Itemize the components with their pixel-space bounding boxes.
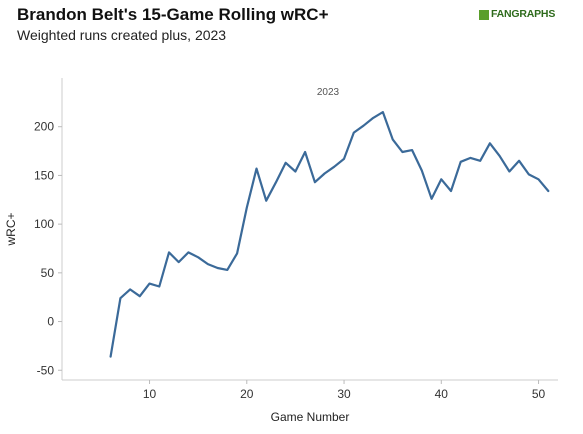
y-tick-label: 0 <box>47 315 54 329</box>
axes <box>58 78 558 384</box>
y-tick-label: 100 <box>34 217 54 231</box>
x-tick-label: 20 <box>240 387 254 401</box>
y-tick-label: 150 <box>34 168 54 182</box>
y-axis-title: wRC+ <box>4 212 18 246</box>
logo-mark-icon <box>479 10 489 20</box>
y-tick-label: 50 <box>41 266 55 280</box>
panel-label: 2023 <box>317 87 340 98</box>
x-tick-label: 10 <box>143 387 157 401</box>
chart-title: Brandon Belt's 15-Game Rolling wRC+ <box>17 5 329 24</box>
y-tick-label: -50 <box>37 363 55 377</box>
logo-text: FANGRAPHS <box>491 8 556 20</box>
x-tick-label: 30 <box>337 387 351 401</box>
series-line <box>109 110 550 358</box>
fangraphs-logo: FANGRAPHS <box>479 8 577 22</box>
y-tick-label: 200 <box>34 120 54 134</box>
chart-subtitle: Weighted runs created plus, 2023 <box>17 27 227 43</box>
x-tick-label: 50 <box>532 387 546 401</box>
series-layer <box>109 110 550 358</box>
x-axis-title: Game Number <box>271 410 350 424</box>
x-tick-label: 40 <box>435 387 449 401</box>
axis-labels: -50 0 50 100 150 200 10 20 30 40 50 Game Number wRC+… <box>4 87 546 424</box>
